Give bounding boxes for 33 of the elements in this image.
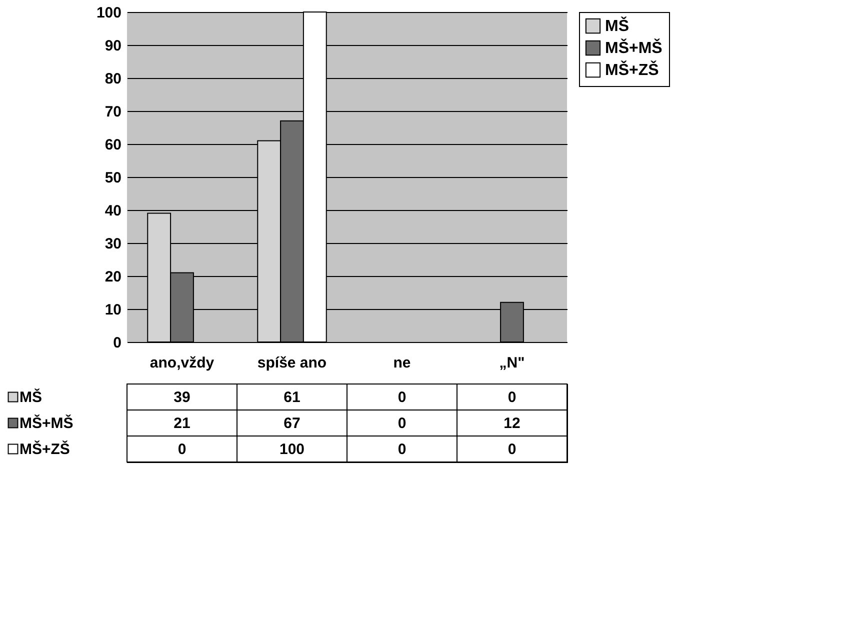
x-tick-label: ano,vždy: [150, 354, 215, 372]
y-tick-label: 30: [104, 236, 122, 252]
data-label: 0: [508, 389, 516, 406]
x-tick-label: spíše ano: [257, 354, 327, 372]
data-label: 0: [398, 415, 406, 432]
text: MŠ: [605, 18, 629, 35]
data-label: 0: [178, 441, 186, 458]
data-label: 0: [508, 441, 516, 458]
y-tick-label: 40: [104, 202, 122, 220]
y-tick-label: 60: [104, 136, 122, 154]
x-tick-label: „N": [499, 354, 525, 372]
y-tick-label: 20: [104, 268, 122, 286]
data-label: 21: [174, 415, 190, 432]
x-tick-label: ne: [393, 354, 411, 372]
data-label: 39: [174, 389, 190, 406]
data-label: 100: [279, 441, 305, 458]
y-tick-label: 50: [104, 170, 122, 186]
data-label: 61: [284, 389, 300, 406]
text: MŠ+MŠ: [20, 415, 74, 432]
data-label: 12: [504, 415, 520, 432]
y-tick-label: 0: [113, 334, 122, 352]
legend-label: MŠ+ZŠ: [20, 440, 70, 458]
y-tick-label: 70: [104, 104, 122, 120]
data-label: 67: [284, 415, 300, 432]
y-tick-label: 10: [104, 302, 122, 318]
y-tick-label: 90: [104, 38, 122, 54]
legend-label: MŠ: [20, 388, 42, 406]
y-tick-label: 80: [104, 70, 122, 88]
y-tick-label: 100: [96, 4, 122, 22]
data-label: 0: [398, 389, 406, 406]
legend-label: MŠ+MŠ: [605, 38, 663, 57]
data-label: 0: [398, 441, 406, 458]
text: MŠ+ZŠ: [605, 62, 659, 79]
